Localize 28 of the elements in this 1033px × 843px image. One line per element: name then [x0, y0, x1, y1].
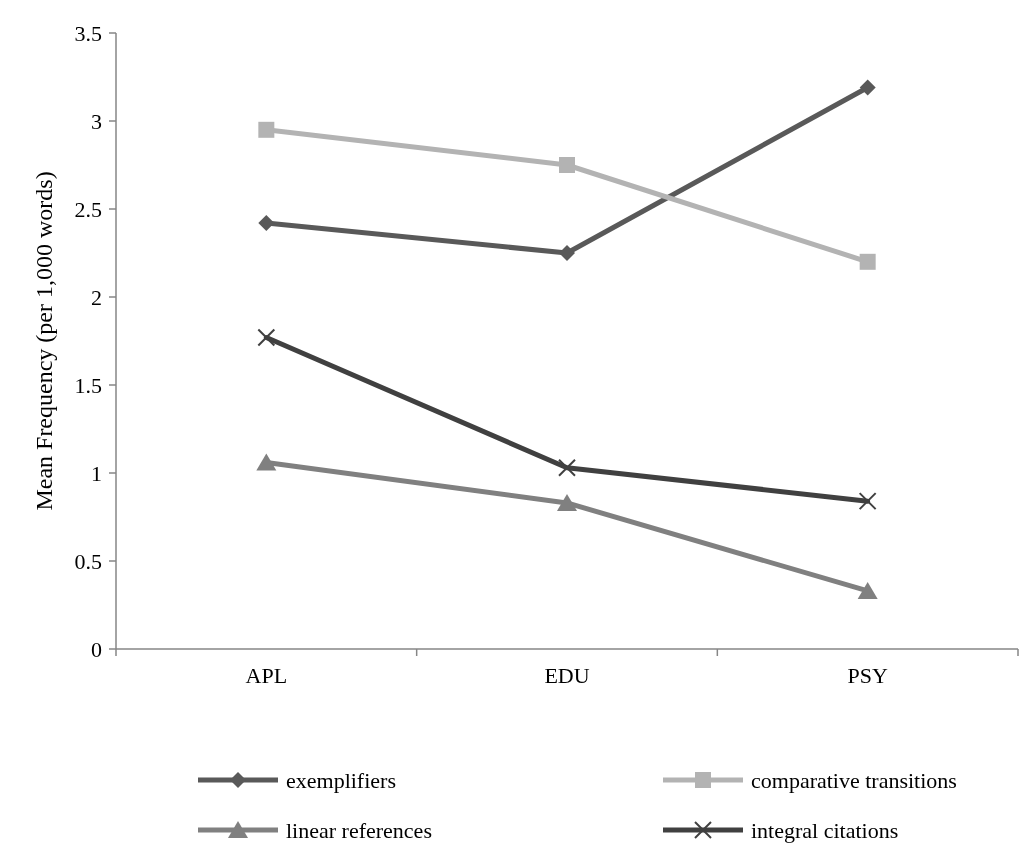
point: [559, 157, 575, 173]
point: [559, 245, 575, 261]
y-tick-label: 3.5: [74, 20, 102, 46]
point: [558, 458, 576, 477]
x-tick-label: APL: [245, 663, 288, 688]
x-tick-label: EDU: [544, 663, 590, 688]
y-tick-label: 0: [91, 636, 102, 662]
y-tick-label: 1.5: [74, 372, 102, 398]
legend-label: exemplifiers: [286, 767, 396, 793]
point: [858, 492, 877, 511]
legend-label: linear references: [286, 817, 432, 843]
y-axis-title: Mean Frequency (per 1,000 words): [31, 171, 57, 511]
point: [859, 253, 876, 270]
x-tick-label: PSY: [847, 663, 888, 688]
legend-label: integral citations: [751, 817, 899, 843]
y-tick-label: 2.5: [74, 196, 102, 222]
point: [557, 493, 577, 511]
point: [256, 453, 277, 471]
legend-label: comparative transitions: [751, 767, 957, 793]
point: [857, 581, 878, 599]
y-tick-label: 0.5: [74, 548, 102, 574]
point: [257, 328, 276, 347]
point: [859, 79, 876, 96]
y-tick-label: 3: [91, 108, 102, 134]
y-tick-label: 2: [91, 284, 102, 310]
point: [258, 121, 275, 138]
point: [258, 215, 275, 232]
y-tick-label: 1: [91, 460, 102, 486]
